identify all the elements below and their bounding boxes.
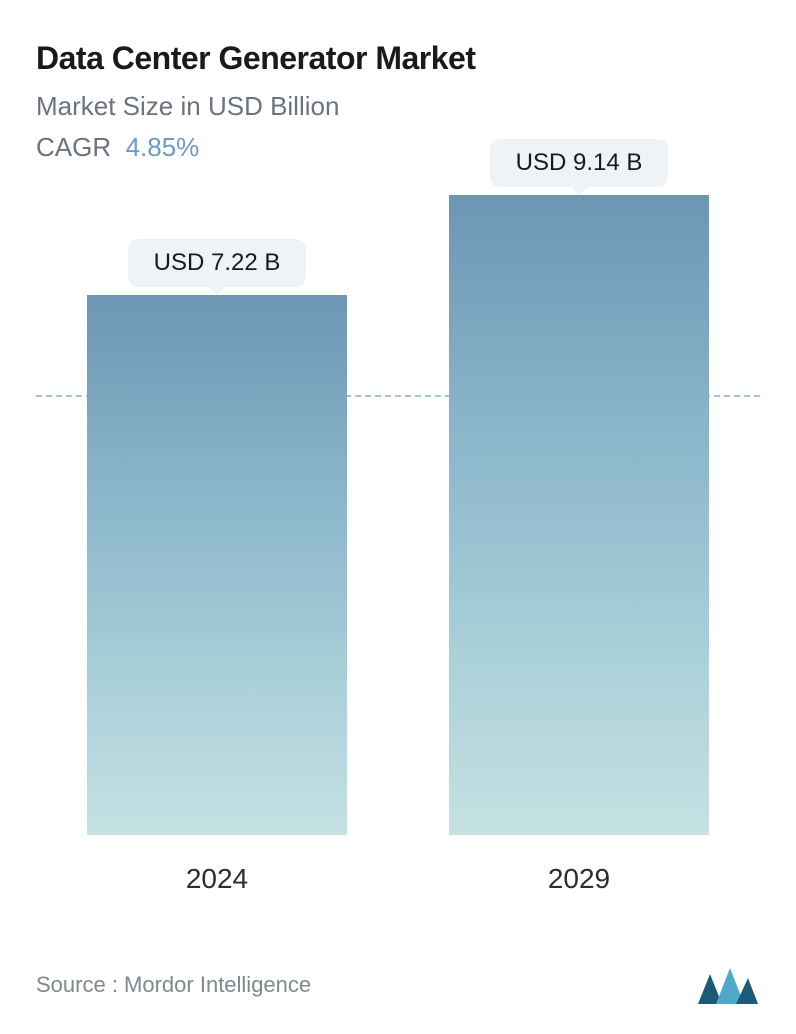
bar-0	[87, 295, 347, 835]
cagr-value: 4.85%	[126, 132, 200, 162]
bars-wrapper: USD 7.22 B USD 9.14 B	[36, 195, 760, 835]
value-badge-1: USD 9.14 B	[490, 139, 669, 187]
cagr-label: CAGR	[36, 132, 111, 162]
value-badge-0: USD 7.22 B	[128, 239, 307, 287]
footer: Source : Mordor Intelligence	[36, 964, 760, 1006]
year-row: 2024 2029	[36, 863, 760, 895]
bar-group-0: USD 7.22 B	[77, 239, 357, 835]
source-text: Source : Mordor Intelligence	[36, 972, 311, 998]
year-label-1: 2029	[548, 863, 610, 894]
bar-1	[449, 195, 709, 835]
year-label-0: 2024	[186, 863, 248, 894]
chart-area: USD 7.22 B USD 9.14 B 2024 2029	[36, 195, 760, 895]
bar-group-1: USD 9.14 B	[439, 139, 719, 835]
brand-logo-icon	[696, 964, 760, 1006]
chart-title: Data Center Generator Market	[36, 40, 760, 77]
chart-subtitle: Market Size in USD Billion	[36, 91, 760, 122]
